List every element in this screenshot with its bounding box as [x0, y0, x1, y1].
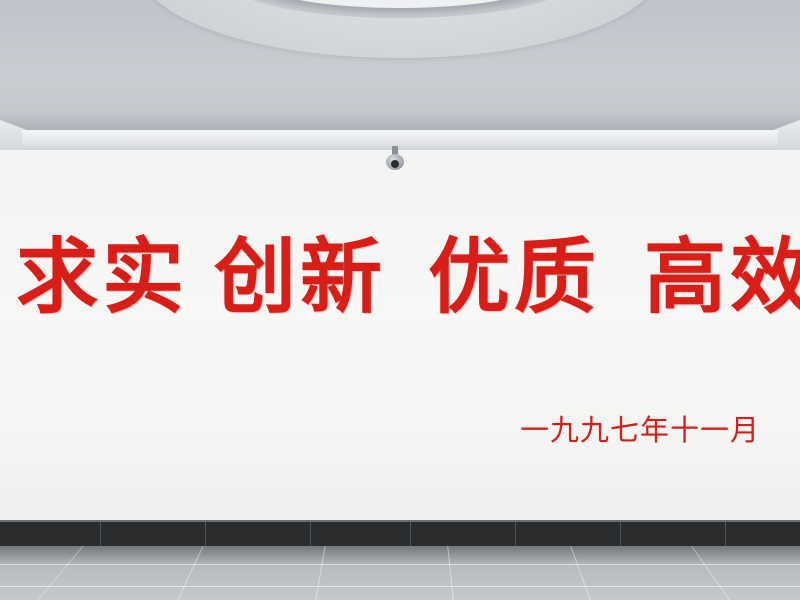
- baseboard-joint: [515, 522, 516, 548]
- baseboard-joint: [310, 522, 311, 548]
- tiled-floor: [0, 546, 800, 600]
- date-inscription: 一九九七年十一月: [520, 413, 761, 447]
- ceiling-dome-light: [245, 0, 555, 8]
- baseboard-joint: [725, 522, 726, 548]
- baseboard-joint: [410, 522, 411, 548]
- security-camera-icon: [384, 146, 406, 176]
- wall: [0, 150, 800, 530]
- slogan-word: 求实: [16, 229, 189, 325]
- slogan-word: 创新: [214, 229, 387, 325]
- slogan-word: 优质: [428, 229, 601, 325]
- floor-reflection: [0, 546, 800, 566]
- camera-lens: [391, 160, 399, 168]
- ceiling: [0, 0, 800, 132]
- floor-tile-line: [0, 564, 800, 565]
- cornice-shadow: [0, 110, 800, 132]
- slogan-word: 高效: [644, 229, 800, 325]
- baseboard-joint: [100, 522, 101, 548]
- floor-tile-line: [0, 586, 800, 587]
- baseboard-joint: [205, 522, 206, 548]
- baseboard: [0, 520, 800, 548]
- baseboard-joint: [620, 522, 621, 548]
- slogan: 求实 创新 优质 高效: [0, 222, 800, 332]
- camera-mount: [392, 146, 398, 156]
